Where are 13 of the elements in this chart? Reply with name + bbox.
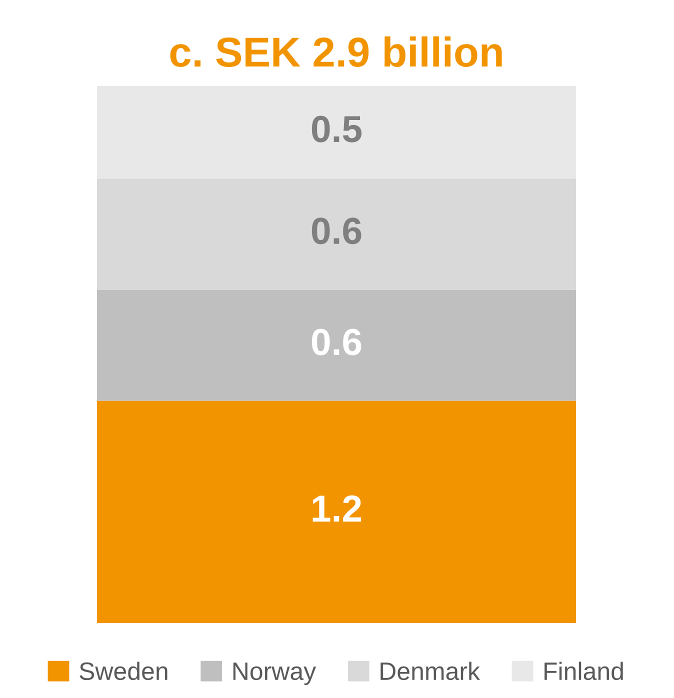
data-label: 0.6 [312,328,362,356]
data-label: 1.2 [312,495,362,522]
data-label: 0.5 [312,116,362,142]
legend-label: Sweden [80,662,168,680]
legend-label: Denmark [380,662,480,680]
bar [97,86,576,179]
legend-label: Finland [544,662,623,680]
bar [97,290,576,401]
data-label: 0.6 [312,218,362,244]
bar [97,178,576,290]
chart-title: c. SEK 2.9 billion [170,36,502,67]
bar [97,400,576,623]
legend-label: Norway [233,662,316,686]
